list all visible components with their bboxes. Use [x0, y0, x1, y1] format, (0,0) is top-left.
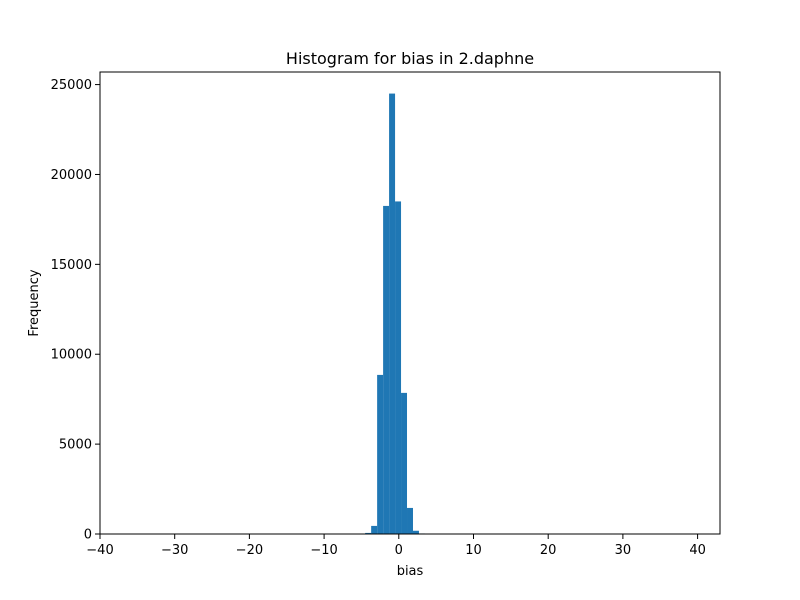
histogram-bar-7: [407, 507, 413, 534]
x-tick-label: 40: [689, 543, 706, 558]
y-axis-label: Frequency: [27, 269, 42, 336]
x-axis-label: bias: [397, 564, 424, 579]
histogram-bar-6: [401, 392, 408, 534]
histogram-bars: [365, 93, 425, 535]
histogram-bar-2: [377, 374, 384, 534]
x-tick-label: 0: [395, 543, 403, 558]
x-tick-label: −30: [161, 543, 188, 558]
x-tick-label: 10: [465, 543, 482, 558]
y-axis-ticks: 0 5000 10000 15000 20000 25000: [51, 78, 100, 543]
chart-title: Histogram for bias in 2.daphne: [286, 49, 534, 68]
histogram-bar-4: [389, 93, 396, 534]
histogram-bar-5: [395, 201, 402, 535]
histogram-bar-0: [365, 532, 372, 534]
y-tick-label: 0: [84, 528, 92, 543]
x-axis-ticks: −40 −30 −20 −10 0 10 20 30 40: [86, 534, 706, 558]
y-tick-label: 5000: [59, 438, 92, 453]
y-tick-label: 15000: [51, 258, 92, 273]
histogram-bar-3: [383, 205, 390, 534]
x-tick-label: −10: [310, 543, 337, 558]
x-tick-label: −40: [86, 543, 113, 558]
histogram-bar-1: [371, 525, 378, 534]
y-tick-label: 25000: [51, 78, 92, 93]
x-tick-label: −20: [236, 543, 263, 558]
y-tick-label: 10000: [51, 348, 92, 363]
x-tick-label: 30: [615, 543, 632, 558]
histogram-bar-8: [412, 530, 419, 534]
x-tick-label: 20: [540, 543, 557, 558]
y-tick-label: 20000: [51, 168, 92, 183]
plot-frame: [99, 71, 721, 535]
